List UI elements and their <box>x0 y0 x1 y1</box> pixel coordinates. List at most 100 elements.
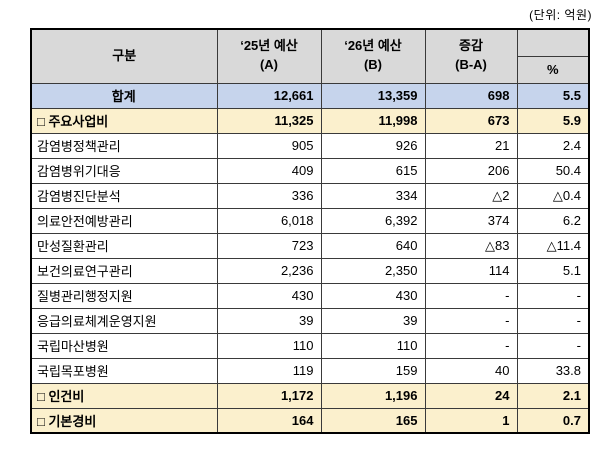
table-row-total: 합계 12,661 13,359 698 5.5 <box>30 82 590 109</box>
row-label: 감염병정책관리 <box>30 132 218 159</box>
table-row-section: □ 주요사업비 11,325 11,998 673 5.9 <box>30 107 590 134</box>
row-label: □ 주요사업비 <box>30 107 218 134</box>
row-label: 질병관리행정지원 <box>30 282 218 309</box>
table-row-section: □ 인건비 1,172 1,196 24 2.1 <box>30 382 590 409</box>
row-label: 감염병위기대응 <box>30 157 218 184</box>
value-a: 12,661 <box>216 82 322 109</box>
value-pct: 2.1 <box>516 382 590 409</box>
value-a: 2,236 <box>216 257 322 284</box>
value-a: 723 <box>216 232 322 259</box>
value-pct: 5.1 <box>516 257 590 284</box>
value-b: 39 <box>320 307 426 334</box>
value-a: 430 <box>216 282 322 309</box>
value-pct: △0.4 <box>516 182 590 209</box>
value-pct: 0.7 <box>516 407 590 434</box>
value-pct: 5.9 <box>516 107 590 134</box>
value-diff: - <box>424 332 518 359</box>
value-b: 640 <box>320 232 426 259</box>
value-a: 409 <box>216 157 322 184</box>
table-header: 구분 ‘25년 예산 (A) ‘26년 예산 (B) 증감 (B-A) % <box>30 28 590 84</box>
value-b: 159 <box>320 357 426 384</box>
value-a: 164 <box>216 407 322 434</box>
row-label: 만성질환관리 <box>30 232 218 259</box>
value-b: 6,392 <box>320 207 426 234</box>
value-diff: △2 <box>424 182 518 209</box>
row-label: 합계 <box>30 82 218 109</box>
header-diff-line2: (B-A) <box>455 57 487 73</box>
value-diff: 1 <box>424 407 518 434</box>
value-b: 11,998 <box>320 107 426 134</box>
value-pct: 5.5 <box>516 82 590 109</box>
table-row: 국립목포병원 119 159 40 33.8 <box>30 357 590 384</box>
budget-table: 구분 ‘25년 예산 (A) ‘26년 예산 (B) 증감 (B-A) % <box>30 28 590 434</box>
header-budget-2025: ‘25년 예산 (A) <box>216 28 322 84</box>
value-diff: 673 <box>424 107 518 134</box>
header-percent: % <box>516 28 590 84</box>
value-a: 11,325 <box>216 107 322 134</box>
value-b: 615 <box>320 157 426 184</box>
row-label: 보건의료연구관리 <box>30 257 218 284</box>
header-row: 구분 ‘25년 예산 (A) ‘26년 예산 (B) 증감 (B-A) % <box>30 28 590 84</box>
table-row: 감염병정책관리 905 926 21 2.4 <box>30 132 590 159</box>
value-diff: - <box>424 282 518 309</box>
value-pct: - <box>516 307 590 334</box>
table-row-section: □ 기본경비 164 165 1 0.7 <box>30 407 590 434</box>
value-diff: 21 <box>424 132 518 159</box>
value-b: 165 <box>320 407 426 434</box>
row-label: 의료안전예방관리 <box>30 207 218 234</box>
value-b: 926 <box>320 132 426 159</box>
header-diff-line1: 증감 <box>459 38 483 54</box>
header-diff: 증감 (B-A) <box>424 28 518 84</box>
value-pct: 50.4 <box>516 157 590 184</box>
value-pct: △11.4 <box>516 232 590 259</box>
row-label: □ 인건비 <box>30 382 218 409</box>
value-pct: - <box>516 282 590 309</box>
header-budget-2025-line2: (A) <box>259 57 279 73</box>
value-a: 336 <box>216 182 322 209</box>
value-diff: - <box>424 307 518 334</box>
value-b: 110 <box>320 332 426 359</box>
table-row: 질병관리행정지원 430 430 - - <box>30 282 590 309</box>
value-diff: 374 <box>424 207 518 234</box>
header-percent-label: % <box>518 56 588 82</box>
value-a: 110 <box>216 332 322 359</box>
row-label: 감염병진단분석 <box>30 182 218 209</box>
value-pct: 2.4 <box>516 132 590 159</box>
value-diff: 24 <box>424 382 518 409</box>
value-diff: △83 <box>424 232 518 259</box>
value-b: 1,196 <box>320 382 426 409</box>
value-b: 2,350 <box>320 257 426 284</box>
row-label: 응급의료체계운영지원 <box>30 307 218 334</box>
value-pct: 6.2 <box>516 207 590 234</box>
header-budget-2026-line2: (B) <box>363 57 383 73</box>
table-row: 응급의료체계운영지원 39 39 - - <box>30 307 590 334</box>
table-row: 감염병진단분석 336 334 △2 △0.4 <box>30 182 590 209</box>
header-budget-2026: ‘26년 예산 (B) <box>320 28 426 84</box>
row-label: 국립목포병원 <box>30 357 218 384</box>
header-budget-2026-line1: ‘26년 예산 <box>344 38 402 54</box>
unit-label: (단위: 억원) <box>529 8 592 22</box>
value-a: 6,018 <box>216 207 322 234</box>
value-a: 1,172 <box>216 382 322 409</box>
table-row: 국립마산병원 110 110 - - <box>30 332 590 359</box>
table-body: 합계 12,661 13,359 698 5.5 □ 주요사업비 11,325 … <box>30 82 590 434</box>
value-diff: 698 <box>424 82 518 109</box>
value-a: 39 <box>216 307 322 334</box>
value-pct: 33.8 <box>516 357 590 384</box>
header-category-label: 구분 <box>112 47 137 63</box>
row-label: 국립마산병원 <box>30 332 218 359</box>
table-row: 감염병위기대응 409 615 206 50.4 <box>30 157 590 184</box>
value-a: 905 <box>216 132 322 159</box>
header-percent-spacer <box>518 30 588 56</box>
value-pct: - <box>516 332 590 359</box>
value-diff: 206 <box>424 157 518 184</box>
header-category: 구분 <box>30 28 218 84</box>
header-budget-2025-line1: ‘25년 예산 <box>240 38 298 54</box>
value-b: 430 <box>320 282 426 309</box>
table-row: 만성질환관리 723 640 △83 △11.4 <box>30 232 590 259</box>
value-diff: 114 <box>424 257 518 284</box>
table-row: 의료안전예방관리 6,018 6,392 374 6.2 <box>30 207 590 234</box>
table-row: 보건의료연구관리 2,236 2,350 114 5.1 <box>30 257 590 284</box>
row-label: □ 기본경비 <box>30 407 218 434</box>
